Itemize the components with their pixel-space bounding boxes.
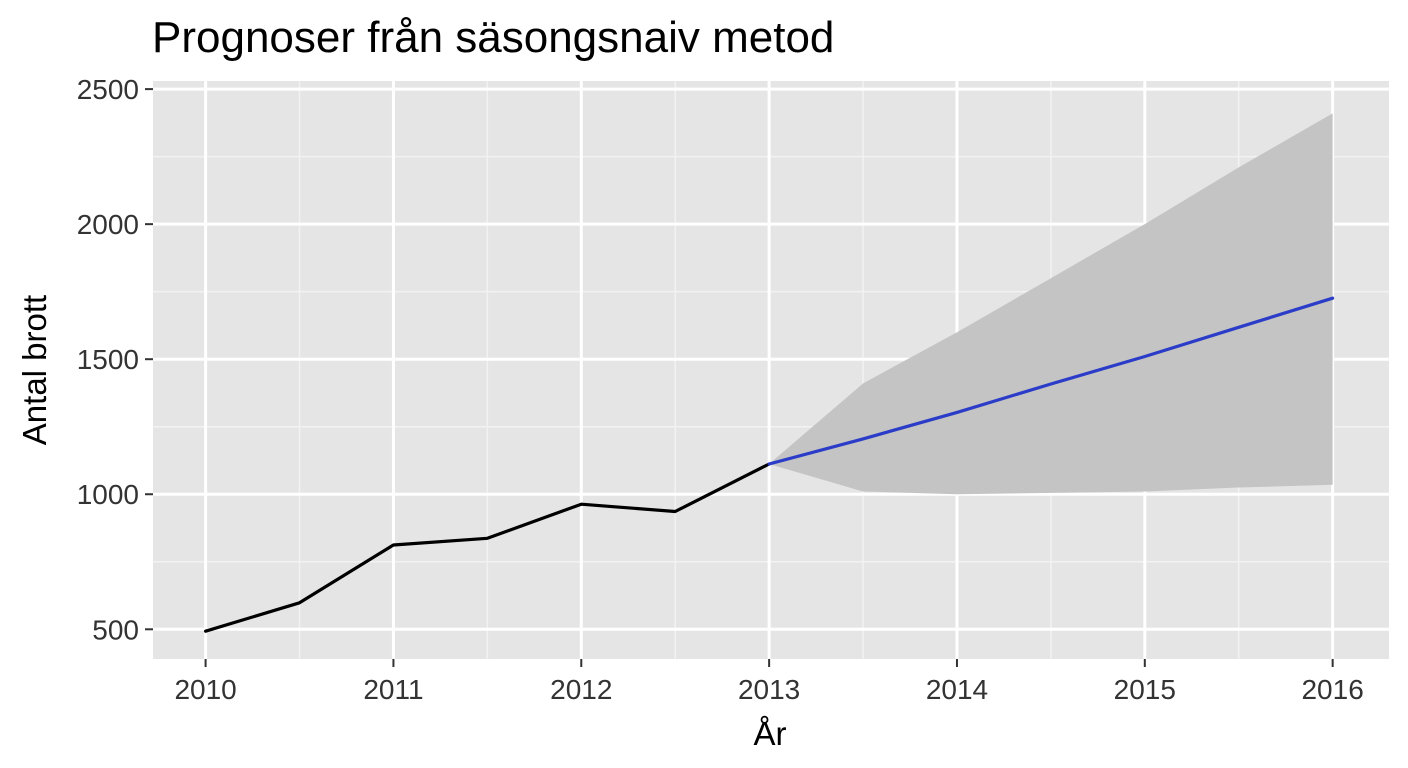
x-tick-label: 2015 (1114, 674, 1176, 705)
chart-title: Prognoser från säsongsnaiv metod (152, 13, 834, 62)
y-tick-label: 1500 (77, 344, 139, 375)
y-tick-label: 2500 (77, 74, 139, 105)
y-tick-label: 500 (92, 614, 139, 645)
x-axis-title: År (754, 715, 787, 752)
y-tick-label: 2000 (77, 209, 139, 240)
axes: 2010 2011 2012 2013 2014 2015 2016 500 1000 1500 2… (77, 74, 1364, 705)
x-tick-label: 2013 (738, 674, 800, 705)
x-tick-label: 2010 (174, 674, 236, 705)
prediction-interval-band (769, 113, 1333, 495)
chart-marks (204, 113, 1335, 633)
observed-series-line (204, 462, 771, 633)
x-tick-label: 2016 (1301, 674, 1363, 705)
x-tick-label: 2012 (550, 674, 612, 705)
x-tick-label: 2011 (363, 674, 423, 705)
forecast-series-line (767, 296, 1335, 466)
x-tick-label: 2014 (926, 674, 988, 705)
y-axis-title: Antal brott (16, 295, 53, 445)
y-tick-label: 1000 (77, 479, 139, 510)
